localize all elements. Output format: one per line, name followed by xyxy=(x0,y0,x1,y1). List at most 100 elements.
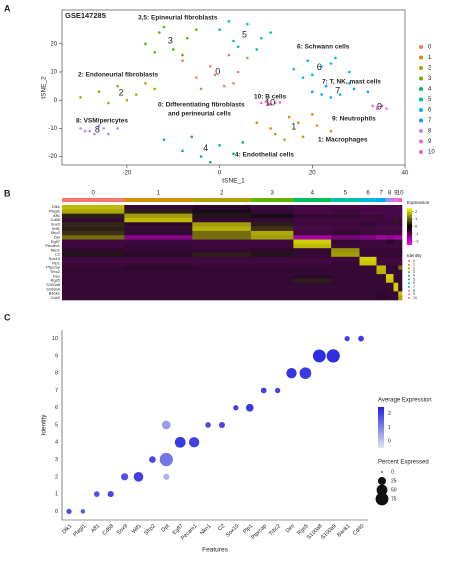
heat-cell xyxy=(385,205,394,210)
cell-point xyxy=(329,62,333,65)
heat-cell xyxy=(124,222,193,227)
heat-cell xyxy=(192,217,252,223)
cell-point xyxy=(93,132,96,136)
size-label: 50 xyxy=(391,487,397,493)
heat-cell xyxy=(293,226,332,232)
gene-label: Plp1 xyxy=(52,260,61,265)
heat-cell xyxy=(398,239,403,245)
size-label: 25 xyxy=(391,478,397,484)
cell-point xyxy=(195,28,198,32)
gene-label: Rgs5 xyxy=(51,278,61,283)
heat-cell xyxy=(250,239,294,245)
gene-label: Sfrp2 xyxy=(50,230,60,235)
heat-cell xyxy=(359,274,377,279)
heat-cell xyxy=(393,256,399,262)
heat-cell xyxy=(393,205,399,210)
heat-cell xyxy=(393,248,399,253)
heat-cell xyxy=(331,291,360,296)
cell-point xyxy=(310,73,314,77)
cell-point xyxy=(162,25,166,29)
identity-label: 9 xyxy=(55,353,58,359)
legend-label: 2 xyxy=(428,66,432,72)
legend-label: 9 xyxy=(428,139,432,145)
feature-label: Sfrp2 xyxy=(143,523,157,537)
heat-cell xyxy=(359,226,377,232)
heat-cell xyxy=(250,261,294,266)
heat-cell xyxy=(398,291,403,296)
cell-point xyxy=(246,56,249,60)
gene-label: Cd68 xyxy=(50,217,60,222)
heat-cell xyxy=(250,213,294,219)
plot-title: GSE147285 xyxy=(65,11,106,20)
heat-cell xyxy=(62,217,125,223)
heat-cell xyxy=(359,282,377,288)
heat-cell xyxy=(192,226,252,232)
feature-label: Aff1 xyxy=(90,523,101,534)
legend-title: Percent Expressed xyxy=(378,460,429,466)
heat-cell xyxy=(359,235,377,240)
cell-point xyxy=(292,67,296,71)
heat-cell xyxy=(376,278,387,284)
heat-cell xyxy=(192,243,252,249)
cluster-number: 3 xyxy=(168,35,173,45)
heat-cell xyxy=(124,226,193,232)
heat-cell xyxy=(393,222,399,227)
heat-cell xyxy=(293,213,332,219)
heat-cell xyxy=(62,222,125,227)
heat-cell xyxy=(250,278,294,284)
legend-title: Identity xyxy=(407,253,422,258)
cell-point xyxy=(269,127,272,130)
size-key xyxy=(381,471,383,473)
cell-point xyxy=(181,53,184,57)
heat-cell xyxy=(124,278,193,284)
heat-cell xyxy=(62,239,125,245)
cell-point xyxy=(144,81,147,85)
heat-cell xyxy=(293,282,332,288)
heat-cell xyxy=(62,291,125,296)
size-key xyxy=(377,476,387,486)
heat-cell xyxy=(293,209,332,214)
expression-dot xyxy=(133,472,144,482)
heat-cell xyxy=(331,230,360,236)
colorbar-label: 2 xyxy=(415,209,418,214)
heat-cell xyxy=(250,265,294,271)
heat-cell xyxy=(385,217,394,223)
cluster-bar xyxy=(385,198,394,202)
heat-cell xyxy=(398,248,403,253)
legend-dot xyxy=(419,76,423,81)
feature-label: Ptprcap xyxy=(250,523,268,541)
cluster-label: 7 xyxy=(380,191,384,197)
cell-point xyxy=(246,22,249,26)
heat-cell xyxy=(250,274,294,279)
heat-cell xyxy=(293,230,332,236)
cell-point xyxy=(380,104,384,108)
heat-cell xyxy=(376,209,387,214)
heat-cell xyxy=(385,274,394,279)
annotation: 9: Neutrophils xyxy=(332,116,376,123)
cell-point xyxy=(227,19,231,23)
cell-point xyxy=(375,105,379,109)
heat-cell xyxy=(62,287,125,292)
cell-point xyxy=(232,152,235,156)
heat-cell xyxy=(124,252,193,258)
heat-cell xyxy=(331,282,360,288)
heat-cell xyxy=(385,226,394,232)
heat-cell xyxy=(393,274,399,279)
cell-point xyxy=(102,127,106,130)
heat-cell xyxy=(359,222,377,227)
expression-dot xyxy=(286,368,297,379)
heat-cell xyxy=(393,265,399,271)
expression-dot xyxy=(344,335,350,342)
feature-label: S100a9 xyxy=(320,523,338,541)
heat-cell xyxy=(192,213,252,219)
annotation: 3,5: Epineurial fibroblasts xyxy=(138,15,218,22)
legend-label: 5 xyxy=(413,277,415,281)
annotation: 0: Differentiating fibroblasts xyxy=(158,102,245,109)
heat-cell xyxy=(293,287,332,292)
cluster-number: 1 xyxy=(291,122,296,132)
cluster-number: 10 xyxy=(265,97,275,107)
legend-dot xyxy=(419,87,423,91)
cell-point xyxy=(236,45,240,48)
heat-cell xyxy=(376,265,387,271)
heat-cell xyxy=(359,291,377,296)
